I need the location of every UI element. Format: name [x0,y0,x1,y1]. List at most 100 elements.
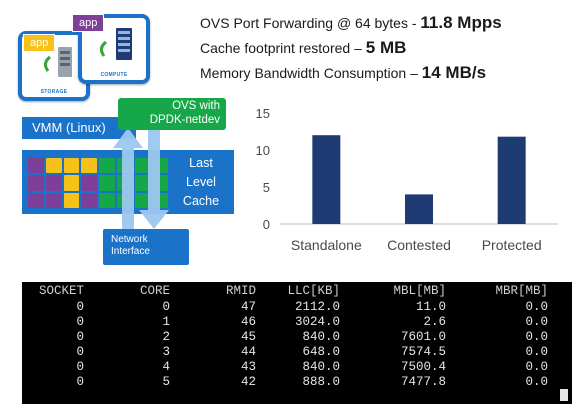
column-header: LLC[KB] [287,284,340,298]
table-row: 0 4 43 840.0 7500.4 0.0 [22,360,572,375]
compute-app-tag: app [72,14,105,32]
table-row: 0 3 44 648.0 7574.5 0.0 [22,345,572,360]
y-tick-label: 5 [263,180,270,195]
table-cell: 44 [240,345,256,359]
terminal-cursor [560,389,568,401]
table-cell: 0 [76,315,84,329]
table-cell: 42 [240,375,256,389]
table-cell: 0.0 [525,315,548,329]
table-row: 0 5 42 888.0 7477.8 0.0 [22,375,572,390]
ovs-box: OVS with DPDK-netdev [118,98,226,130]
table-cell: 47 [240,300,256,314]
stat-memory-bandwidth: Memory Bandwidth Consumption – 14 MB/s [200,60,570,85]
table-cell: 46 [240,315,256,329]
table-cell: 840.0 [302,360,340,374]
llc-label: Last Level Cache [173,154,229,211]
y-tick-label: 0 [263,217,270,232]
column-header: MBL[MB] [393,284,446,298]
stat-value: 5 MB [365,38,407,57]
column-header: MBR[MB] [495,284,548,298]
down-arrow-icon [139,129,169,229]
table-row: 0 2 45 840.0 7601.0 0.0 [22,330,572,345]
stat-cache-footprint: Cache footprint restored – 5 MB [200,35,570,60]
network-interface-box: Network Interface [103,229,189,265]
cache-cell [28,175,44,191]
x-tick-label: Standalone [291,237,362,253]
cache-cell [81,175,97,191]
table-cell: 0 [76,360,84,374]
cache-cell [63,175,80,191]
table-cell: 648.0 [302,345,340,359]
vmm-box: VMM (Linux) [22,117,136,139]
architecture-diagram: STORAGE app COMPUTE app VMM (Linux) Last… [0,0,240,280]
cache-cell [45,192,62,208]
ovs-label-line2: DPDK-netdev [149,114,220,126]
table-cell: 11.0 [415,300,446,314]
cache-cell [134,192,151,208]
table-cell: 7500.4 [400,360,446,374]
llc-label-line2: Level [186,175,216,189]
cache-cell [45,175,62,191]
net-label-line2: Interface [111,246,150,257]
table-cell: 2.6 [423,315,446,329]
stat-value: 11.8 Mpps [420,13,502,32]
table-cell: 0 [76,375,84,389]
storage-app-tag: app [23,34,56,52]
table-cell: 0 [76,345,84,359]
table-cell: 43 [240,360,256,374]
stats-panel: OVS Port Forwarding @ 64 bytes - 11.8 Mp… [200,10,570,85]
cache-cell [81,158,97,174]
table-cell: 0.0 [525,345,548,359]
stat-ovs-forwarding: OVS Port Forwarding @ 64 bytes - 11.8 Mp… [200,10,570,35]
table-cell: 45 [240,330,256,344]
stat-label: Cache footprint restored – [200,40,366,56]
table-cell: 0 [76,330,84,344]
y-tick-label: 15 [256,106,270,121]
stat-label: OVS Port Forwarding @ 64 bytes - [200,15,421,31]
table-cell: 7601.0 [400,330,446,344]
bar-chart: 0 5 10 15 Standalone Contested Protected [256,106,558,253]
column-header: SOCKET [38,284,84,298]
cache-cell [134,175,151,191]
compute-server-icon [99,28,132,60]
data-flow-arrows [113,128,169,229]
table-cell: 1 [162,315,170,329]
bar [312,135,341,224]
compute-caption: COMPUTE [100,72,128,78]
table-row: 0 1 46 3024.0 2.6 0.0 [22,315,572,330]
stat-value: 14 MB/s [421,63,487,82]
table-cell: 0 [76,300,84,314]
stat-label: Memory Bandwidth Consumption – [200,65,422,81]
table-cell: 0.0 [525,330,548,344]
x-tick-label: Contested [387,237,451,253]
table-cell: 888.0 [302,375,340,389]
column-header: RMID [225,284,256,298]
storage-caption: STORAGE [40,89,68,95]
cache-cell [45,158,62,174]
cache-cell [99,158,115,174]
storage-server-icon [43,47,72,77]
x-tick-label: Protected [482,237,542,253]
table-cell: 840.0 [302,330,340,344]
llc-label-line1: Last [189,156,213,170]
table-cell: 0.0 [525,300,548,314]
table-cell: 2112.0 [294,300,340,314]
cache-cell [63,158,80,174]
bar [405,194,433,224]
bar [497,136,526,224]
column-header: CORE [139,284,170,298]
table-cell: 7574.5 [400,345,446,359]
cache-cell [28,158,44,174]
up-arrow-icon [113,128,143,229]
cache-cell [134,158,151,174]
table-cell: 0.0 [525,375,548,389]
table-cell: 0.0 [525,360,548,374]
y-tick-label: 10 [256,143,270,158]
ovs-label-line1: OVS with [172,100,220,112]
table-cell: 2 [162,330,170,344]
table-cell: 7477.8 [400,375,446,389]
table-cell: 3024.0 [294,315,340,329]
table-cell: 3 [162,345,170,359]
llc-label-line3: Cache [182,194,220,208]
cache-cell [81,192,97,208]
